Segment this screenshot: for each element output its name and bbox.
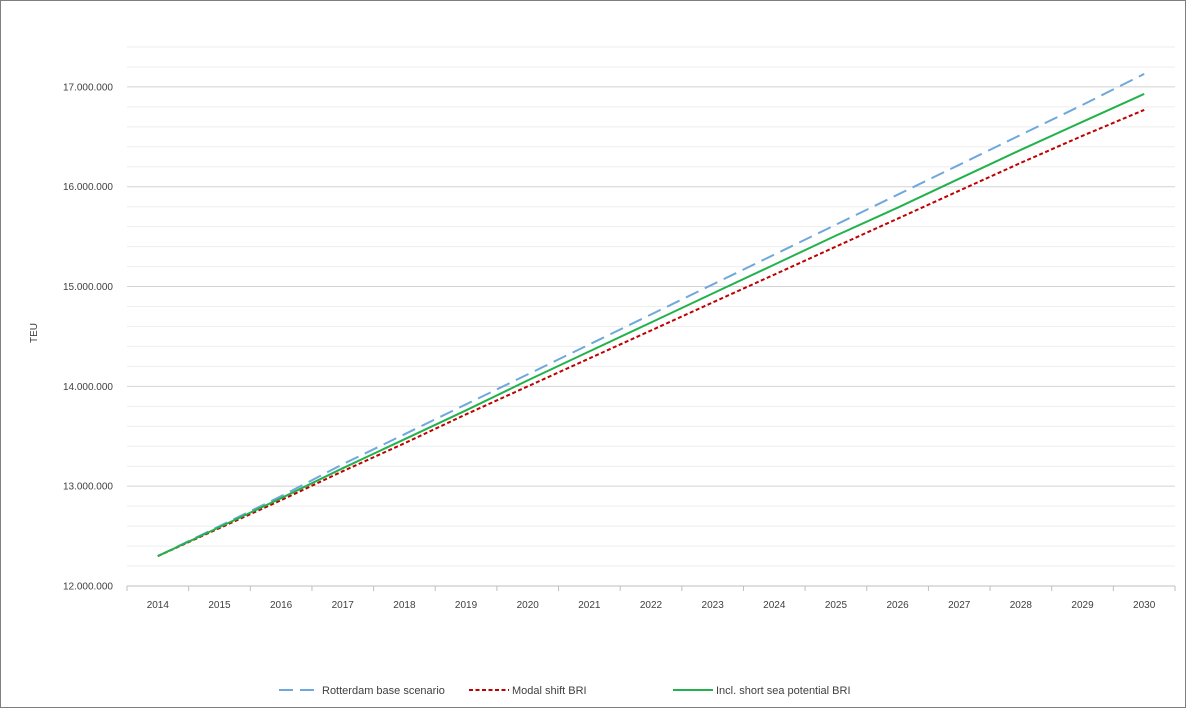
legend: Rotterdam base scenario Modal shift BRI In… (279, 685, 851, 697)
x-tick-label: 2024 (763, 600, 786, 611)
x-axis-ticks: 2014 2015 2016 2017 2018 2019 2020 2021 2022 2023… (147, 600, 1156, 611)
x-axis (126, 585, 1176, 591)
series-line-incl-short-sea-potential-bri (157, 92, 1145, 558)
x-tick-label: 2018 (393, 600, 416, 611)
series-line-modal-shift-bri (157, 108, 1145, 558)
gridlines (127, 46, 1175, 567)
y-axis-ticks: 12.000.000 13.000.000 14.000.000 15.000.000… (63, 82, 113, 592)
y-tick-label: 13.000.000 (63, 482, 113, 493)
x-tick-label: 2027 (948, 600, 971, 611)
x-tick-label: 2025 (825, 600, 848, 611)
series-line-rotterdam-base-scenario (157, 73, 1145, 557)
x-tick-label: 2020 (517, 600, 540, 611)
x-tick-label: 2016 (270, 600, 293, 611)
x-tick-label: 2014 (147, 600, 170, 611)
y-tick-label: 16.000.000 (63, 182, 113, 193)
x-tick-label: 2015 (208, 600, 231, 611)
x-tick-label: 2022 (640, 600, 663, 611)
y-tick-label: 15.000.000 (63, 282, 113, 293)
y-tick-label: 17.000.000 (63, 82, 113, 93)
y-axis-label: TEU (29, 323, 40, 343)
x-tick-label: 2030 (1133, 600, 1156, 611)
series-lines (157, 73, 1145, 558)
x-tick-label: 2028 (1010, 600, 1033, 611)
legend-label: Incl. short sea potential BRI (716, 685, 851, 697)
y-tick-label: 12.000.000 (63, 582, 113, 593)
y-tick-label: 14.000.000 (63, 382, 113, 393)
x-tick-label: 2021 (578, 600, 601, 611)
x-tick-label: 2023 (702, 600, 725, 611)
legend-label: Modal shift BRI (512, 685, 587, 697)
legend-label: Rotterdam base scenario (322, 685, 445, 697)
x-tick-label: 2017 (332, 600, 355, 611)
x-tick-label: 2029 (1071, 600, 1094, 611)
x-tick-label: 2026 (886, 600, 909, 611)
x-tick-label: 2019 (455, 600, 478, 611)
